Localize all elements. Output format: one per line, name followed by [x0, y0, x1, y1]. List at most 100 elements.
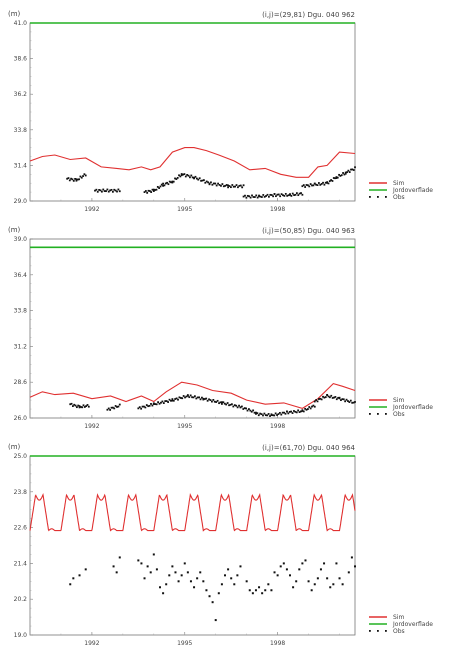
obs-point: [117, 405, 120, 408]
obs-point: [222, 185, 225, 188]
legend-label: Jordoverflade: [392, 621, 433, 628]
obs-point: [71, 178, 74, 181]
obs-point: [223, 402, 226, 405]
obs-point: [208, 182, 211, 185]
obs-point: [113, 188, 116, 191]
obs-point: [150, 403, 152, 405]
obs-point: [77, 404, 80, 407]
y-tick-label: 21.4: [14, 560, 28, 567]
obs-point: [342, 398, 345, 401]
obs-point: [249, 196, 252, 199]
obs-point: [347, 169, 350, 172]
x-tick-label: 1992: [84, 206, 99, 213]
legend-marker: [377, 413, 379, 415]
obs-point: [338, 173, 340, 176]
obs-point: [118, 403, 121, 406]
obs-point: [322, 395, 324, 398]
legend-label: Jordoverflade: [392, 404, 433, 411]
obs-point: [171, 181, 174, 184]
obs-point: [248, 589, 251, 592]
obs-point: [185, 395, 188, 398]
obs-point: [151, 188, 154, 191]
obs-point: [227, 184, 229, 187]
obs-point: [319, 397, 322, 400]
obs-point: [262, 194, 265, 196]
obs-point: [302, 410, 305, 413]
obs-point: [179, 175, 182, 178]
obs-point: [225, 403, 228, 406]
obs-point: [146, 565, 149, 568]
obs-point: [240, 405, 243, 408]
y-tick-label: 36.2: [14, 91, 28, 98]
obs-point: [204, 181, 207, 184]
obs-point: [118, 556, 121, 559]
obs-point: [178, 396, 181, 399]
obs-point: [94, 189, 96, 192]
obs-point: [205, 397, 208, 400]
obs-point: [228, 404, 230, 407]
obs-point: [332, 583, 335, 586]
obs-point: [152, 188, 155, 191]
obs-point: [167, 401, 169, 403]
obs-point: [175, 178, 178, 180]
obs-point: [191, 396, 193, 399]
y-axis-label: (m): [8, 226, 21, 234]
obs-point: [343, 173, 346, 176]
obs-point: [196, 577, 199, 580]
obs-point: [151, 404, 154, 407]
obs-point: [269, 415, 271, 417]
obs-point: [243, 407, 246, 410]
obs-point: [279, 565, 282, 568]
obs-point: [266, 414, 269, 417]
obs-point: [218, 402, 220, 405]
x-tick-label: 1995: [177, 206, 192, 213]
obs-point: [211, 601, 214, 604]
obs-point: [264, 414, 267, 417]
obs-point: [74, 404, 77, 407]
obs-point: [271, 414, 274, 417]
obs-point: [312, 404, 315, 407]
obs-point: [266, 193, 269, 196]
obs-point: [301, 185, 304, 188]
obs-point: [313, 583, 316, 586]
obs-point: [335, 176, 338, 178]
x-tick-label: 1998: [270, 640, 285, 647]
obs-point: [80, 176, 83, 179]
plot-frame: [29, 238, 356, 419]
obs-point: [171, 398, 174, 400]
obs-point: [327, 182, 330, 185]
obs-point: [289, 193, 291, 196]
chart-title: (i,j)=(61,70) Dgu. 040 964: [262, 444, 355, 452]
obs-point: [270, 589, 273, 592]
obs-point: [272, 195, 275, 198]
obs-point: [237, 186, 239, 189]
obs-point: [106, 408, 109, 411]
legend-marker: [385, 196, 387, 198]
obs-point: [290, 410, 293, 413]
obs-point: [167, 183, 170, 186]
obs-point: [211, 400, 213, 403]
legend-label: Obs: [393, 194, 405, 201]
obs-point: [347, 400, 349, 402]
y-tick-label: 41.0: [14, 20, 28, 27]
obs-point: [282, 194, 284, 197]
obs-point: [214, 182, 217, 185]
obs-point: [245, 407, 248, 410]
y-tick-label: 31.4: [14, 162, 28, 169]
obs-point: [83, 406, 86, 408]
obs-point: [354, 166, 356, 169]
obs-point: [202, 580, 205, 583]
obs-point: [154, 189, 157, 191]
obs-point: [72, 179, 75, 182]
obs-point: [293, 194, 296, 197]
y-tick-label: 25.0: [14, 453, 28, 460]
obs-point: [336, 176, 339, 179]
obs-point: [159, 586, 161, 589]
obs-point: [189, 176, 191, 179]
obs-point: [74, 178, 77, 180]
series-sim-line: [29, 147, 356, 178]
obs-point: [310, 589, 313, 592]
obs-point: [229, 403, 232, 406]
obs-point: [195, 177, 198, 180]
